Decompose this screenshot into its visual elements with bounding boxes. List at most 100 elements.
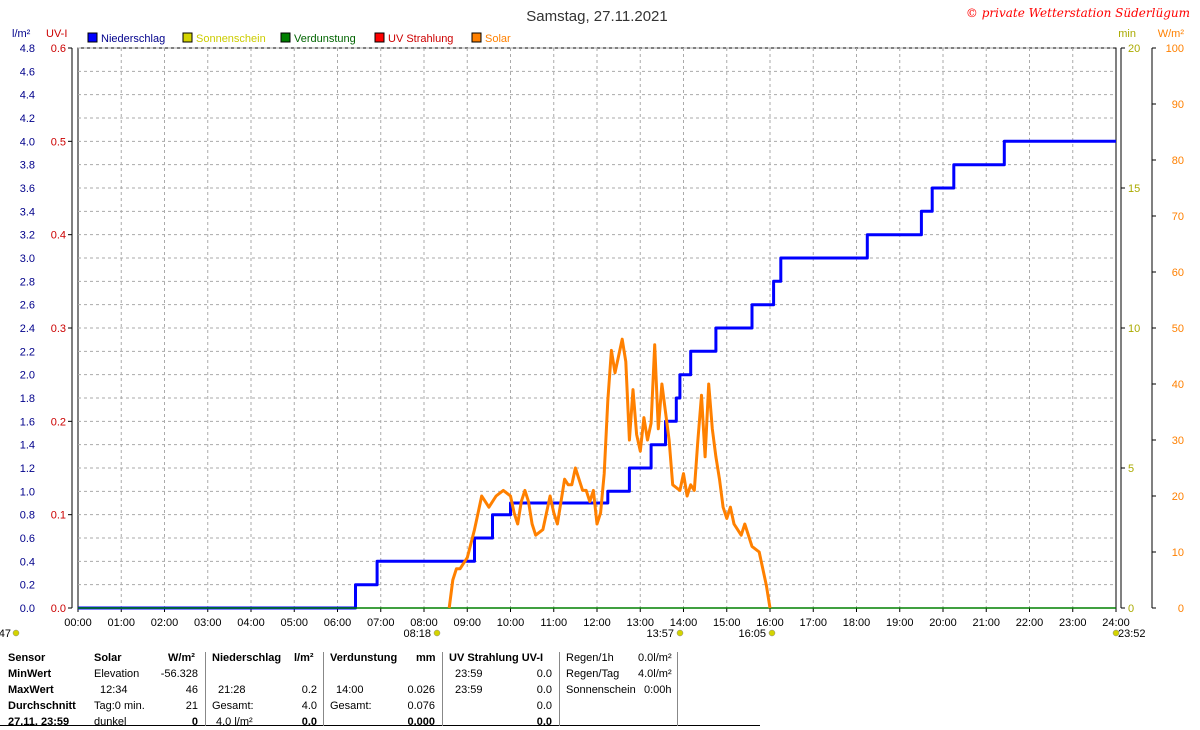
evap-max-label: 14:00	[336, 684, 364, 696]
evap-last-value: 0.000	[407, 716, 435, 728]
row-date-label: 27.11. 23:59	[8, 716, 70, 728]
y-precip-tick-label: 2.6	[20, 300, 35, 312]
series-solar	[447, 337, 772, 609]
y-solar-tick-label: 70	[1172, 211, 1184, 223]
x-tick-label: 14:00	[670, 617, 698, 629]
sun-marker	[1112, 629, 1120, 637]
sun-marker	[433, 629, 441, 637]
y-solar-tick-label: 20	[1172, 491, 1184, 503]
x-tick-label: 00:00	[64, 617, 92, 629]
y-uv-tick-label: 0.0	[51, 603, 66, 615]
y-precip-tick-label: 4.2	[20, 113, 35, 125]
axis-unit-left_inner: UV-I	[46, 28, 67, 40]
x-tick-label: 04:00	[237, 617, 265, 629]
sun-marker-label: 13:57	[646, 628, 674, 640]
y-precip-tick-label: 2.2	[20, 346, 35, 358]
y-precip-tick-label: 3.0	[20, 253, 35, 265]
y-precip-tick-label: 0.6	[20, 533, 35, 545]
rain-day-value: 4.0l/m²	[638, 668, 672, 680]
y-precip-tick-label: 0.2	[20, 580, 35, 592]
legend-swatch	[87, 32, 98, 43]
y-min-tick-label: 15	[1128, 183, 1140, 195]
x-tick-label: 24:00	[1102, 617, 1130, 629]
y-solar-tick-label: 40	[1172, 379, 1184, 391]
sun-marker-label: 16:05	[738, 628, 766, 640]
y-solar-tick-label: 100	[1166, 43, 1184, 55]
rain-1h-label: Regen/1h	[566, 652, 614, 664]
legend-swatch	[182, 32, 193, 43]
uv-min-value: 0.0	[536, 668, 552, 680]
x-tick-label: 06:00	[324, 617, 352, 629]
y-uv-tick-label: 0.4	[51, 230, 66, 242]
legend-label: Verdunstung	[294, 33, 356, 45]
legend-label: Niederschlag	[101, 33, 165, 45]
uv-max-value: 0.0	[536, 684, 552, 696]
y-precip-tick-label: 1.6	[20, 416, 35, 428]
legend-swatch	[280, 32, 291, 43]
y-solar-tick-label: 10	[1172, 547, 1184, 559]
x-tick-label: 18:00	[843, 617, 871, 629]
summary-table: Sensor MinWert MaxWert Durchschnitt 27.1…	[0, 646, 1200, 728]
sensor-header: Sensor	[8, 652, 46, 664]
solar-last-value: 0	[191, 716, 198, 728]
axis-unit-left_outer: l/m²	[12, 28, 31, 40]
evap-header: Verdunstung	[330, 652, 398, 664]
legend-swatch	[471, 32, 482, 43]
evap-avg-label: Gesamt:	[330, 700, 372, 712]
x-tick-label: 13:00	[626, 617, 654, 629]
x-tick-label: 20:00	[929, 617, 957, 629]
y-solar-tick-label: 80	[1172, 155, 1184, 167]
precip-avg-label: Gesamt:	[212, 700, 254, 712]
y-precip-tick-label: 4.4	[20, 90, 35, 102]
sun-marker-label: 08:18	[403, 628, 431, 640]
uv-max-label: 23:59	[455, 684, 483, 696]
y-precip-tick-label: 0.8	[20, 510, 35, 522]
sun-marker-label: 23:52	[1118, 628, 1146, 640]
y-precip-tick-label: 4.0	[20, 136, 35, 148]
solar-min-label: Elevation	[94, 668, 140, 680]
precip-header: Niederschlag	[212, 652, 282, 664]
y-solar-tick-label: 60	[1172, 267, 1184, 279]
x-tick-label: 22:00	[1016, 617, 1044, 629]
sun-marker-label: 07:47	[0, 628, 11, 640]
y-precip-tick-label: 2.8	[20, 276, 35, 288]
sunshine-label: Sonnenschein	[566, 684, 636, 696]
x-tick-label: 19:00	[886, 617, 914, 629]
legend-label: Sonnenschein	[196, 33, 266, 45]
weather-chart: 0.0 0.2 0.4 0.6 0.8 1.0 1.2 1.4 1.6 1.8 2.0 2.2 2.4 2…	[0, 6, 1190, 640]
y-min-tick-label: 10	[1128, 323, 1140, 335]
y-uv-tick-label: 0.6	[51, 43, 66, 55]
y-solar-tick-label: 30	[1172, 435, 1184, 447]
y-precip-tick-label: 3.8	[20, 160, 35, 172]
precip-last-value: 0.0	[301, 716, 317, 728]
y-precip-tick-label: 1.2	[20, 463, 35, 475]
rain-day-label: Regen/Tag	[566, 668, 620, 680]
y-precip-tick-label: 3.4	[20, 206, 35, 218]
precip-max-value: 0.2	[301, 684, 317, 696]
uv-avg-value: 0.0	[536, 700, 552, 712]
axis-unit-right_inner: min	[1118, 28, 1136, 40]
y-precip-tick-label: 1.0	[20, 486, 35, 498]
uv-min-label: 23:59	[455, 668, 483, 680]
chart-axes: 0.0 0.2 0.4 0.6 0.8 1.0 1.2 1.4 1.6 1.8 2.0 2.2 2.4 2…	[0, 28, 1184, 640]
solar-unit: W/m²	[168, 652, 195, 664]
y-precip-tick-label: 3.6	[20, 183, 35, 195]
evap-avg-value: 0.076	[407, 700, 435, 712]
x-tick-label: 21:00	[972, 617, 1000, 629]
x-tick-label: 01:00	[107, 617, 135, 629]
x-tick-label: 11:00	[540, 617, 567, 629]
y-solar-tick-label: 90	[1172, 99, 1184, 111]
chart-legend: Niederschlag Sonnenschein Verdunstung UV St…	[87, 32, 511, 45]
x-tick-label: 05:00	[280, 617, 308, 629]
rain-1h-value: 0.0l/m²	[638, 652, 672, 664]
solar-max-value: 46	[185, 684, 198, 696]
y-uv-tick-label: 0.3	[51, 323, 66, 335]
y-min-tick-label: 5	[1128, 463, 1134, 475]
y-precip-tick-label: 2.4	[20, 323, 35, 335]
precip-avg-value: 4.0	[301, 700, 317, 712]
chart-series	[78, 139, 1116, 610]
y-solar-tick-label: 0	[1178, 603, 1184, 615]
precip-last-label: 4.0 l/m²	[216, 716, 253, 728]
x-tick-label: 10:00	[497, 617, 525, 629]
x-tick-label: 17:00	[799, 617, 827, 629]
